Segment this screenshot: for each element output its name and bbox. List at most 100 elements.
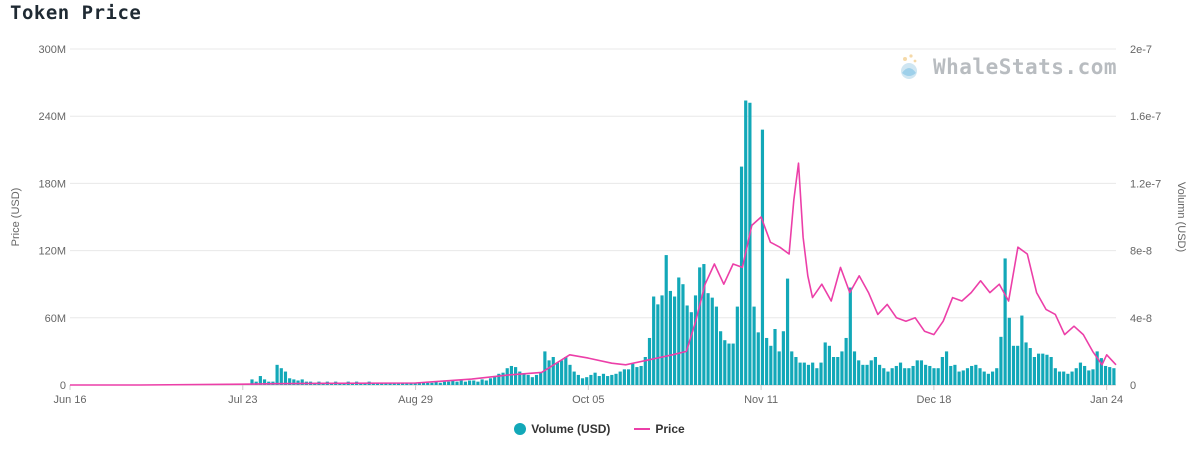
- volume-bar: [1053, 368, 1057, 385]
- volume-bar: [530, 377, 534, 385]
- volume-bar: [1045, 354, 1049, 385]
- volume-bar: [865, 364, 869, 385]
- volume-bar: [288, 378, 292, 385]
- x-tick-label: Nov 11: [744, 394, 778, 406]
- volume-bar: [434, 381, 438, 385]
- volume-bar: [794, 357, 798, 385]
- volume-bar: [1108, 367, 1112, 385]
- volume-bar: [514, 367, 518, 385]
- volume-bar: [806, 364, 811, 385]
- volume-bar: [777, 351, 781, 385]
- volume-bar: [262, 379, 267, 385]
- legend: Volume (USD) Price: [0, 422, 1199, 436]
- volume-bar: [706, 293, 710, 385]
- volume-bar: [823, 342, 827, 385]
- volume-bar: [438, 382, 442, 385]
- volume-bar: [455, 381, 459, 385]
- volume-bar: [401, 382, 405, 385]
- volume-bar: [639, 365, 643, 385]
- volume-bar: [668, 290, 672, 385]
- volume-bar: [999, 336, 1003, 385]
- volume-bar: [857, 360, 861, 385]
- volume-bar: [547, 360, 551, 385]
- legend-volume-swatch: [514, 423, 527, 435]
- volume-bar: [907, 368, 911, 385]
- volume-bar: [442, 381, 447, 385]
- volume-bar: [597, 376, 601, 385]
- volume-bar: [589, 374, 593, 385]
- volume-bar: [1032, 357, 1037, 385]
- volume-bar: [505, 368, 509, 385]
- volume-bar: [995, 368, 999, 385]
- x-tick-label: Jan 24: [1090, 394, 1123, 406]
- volume-bar: [1066, 373, 1070, 385]
- volume-bar: [1007, 317, 1011, 385]
- volume-bar: [790, 351, 794, 385]
- volume-bar: [710, 297, 714, 385]
- volume-bar: [785, 278, 790, 385]
- volume-bar: [543, 351, 547, 385]
- volume-bar: [560, 360, 564, 385]
- volume-bar: [911, 365, 915, 385]
- volume-bar: [647, 337, 652, 385]
- left-tick-label: 180M: [38, 178, 66, 190]
- legend-volume-label: Volume (USD): [531, 422, 611, 436]
- volume-bar: [840, 351, 844, 385]
- volume-bar: [798, 362, 802, 385]
- volume-bar: [493, 376, 497, 385]
- volume-bar: [1003, 258, 1007, 385]
- chart-title: Token Price: [10, 2, 142, 24]
- volume-bar: [836, 357, 840, 385]
- volume-bar: [1099, 358, 1103, 385]
- volume-bar: [488, 378, 493, 385]
- volume-bar: [275, 364, 279, 385]
- volume-bar: [986, 373, 990, 385]
- volume-bar: [723, 340, 727, 385]
- volume-bar: [915, 360, 919, 385]
- volume-bar: [417, 382, 421, 385]
- watermark: WhaleStats.com: [893, 51, 1117, 83]
- volume-bar: [656, 304, 660, 385]
- volume-bar: [501, 372, 505, 385]
- volume-bar: [811, 362, 815, 385]
- watermark-text: WhaleStats.com: [933, 55, 1118, 79]
- x-tick-label: Oct 05: [572, 394, 604, 406]
- volume-bar: [430, 382, 434, 385]
- volume-bar: [409, 382, 413, 385]
- volume-bar: [756, 332, 760, 385]
- volume-bar: [878, 364, 882, 385]
- volume-bar: [1011, 345, 1016, 385]
- volume-bar: [819, 362, 823, 385]
- volume-bar: [279, 368, 283, 385]
- legend-item-price[interactable]: Price: [634, 422, 685, 436]
- volume-bar: [765, 337, 769, 385]
- volume-bar: [735, 306, 739, 385]
- volume-bar: [689, 312, 693, 385]
- volume-bar: [614, 373, 618, 385]
- y-axis-title-right: Volumn (USD): [1175, 182, 1187, 252]
- volume-bar: [965, 368, 970, 385]
- volume-bar: [702, 264, 706, 385]
- volume-bar: [685, 305, 689, 385]
- volume-bar: [1095, 351, 1099, 385]
- price-line: [70, 162, 1117, 386]
- volume-bar: [1049, 357, 1053, 385]
- volume-bar: [522, 373, 526, 385]
- x-tick-label: Dec 18: [916, 394, 951, 406]
- volume-bar: [576, 374, 580, 385]
- volume-bar: [953, 364, 957, 385]
- legend-price-label: Price: [655, 422, 685, 436]
- volume-bar: [451, 380, 455, 385]
- volume-bar: [752, 306, 756, 385]
- volume-bar: [831, 357, 836, 385]
- volume-bar: [1074, 368, 1078, 385]
- volume-bar: [622, 369, 626, 385]
- legend-item-volume[interactable]: Volume (USD): [514, 422, 610, 436]
- volume-bar: [1020, 315, 1024, 385]
- volume-bar: [773, 329, 777, 385]
- volume-bar: [886, 371, 890, 385]
- volume-bar: [714, 306, 719, 385]
- volume-bar: [606, 376, 610, 385]
- volume-bar: [760, 129, 765, 385]
- volume-bar: [924, 364, 928, 385]
